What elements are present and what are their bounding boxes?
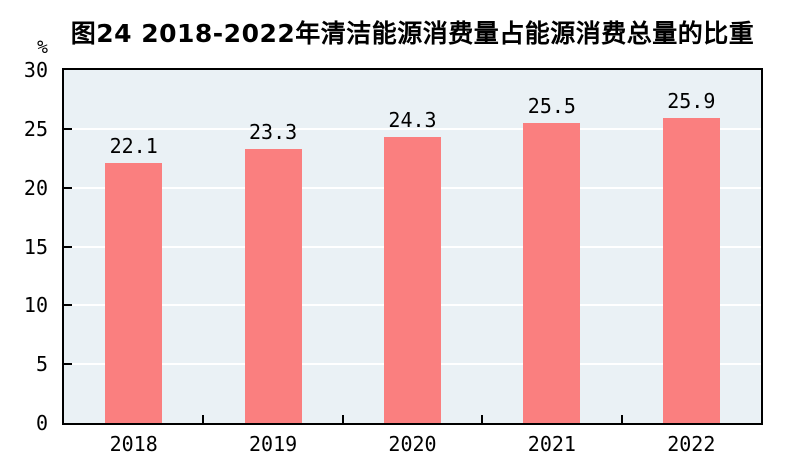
x-axis-label-2020: 2020 bbox=[388, 432, 437, 456]
bar-value-label-2022: 25.9 bbox=[667, 89, 716, 114]
plot-area: 22.1 23.3 24.3 25.5 25.9 bbox=[62, 68, 763, 425]
y-axis-label-20: 20 bbox=[23, 175, 48, 200]
bar-value-label-2019: 23.3 bbox=[249, 119, 298, 144]
y-axis-label-10: 10 bbox=[23, 293, 48, 318]
bar-2020 bbox=[384, 137, 441, 423]
x-tickmark-3 bbox=[481, 415, 484, 423]
gridline-25 bbox=[64, 127, 761, 130]
bar-value-label-2018: 22.1 bbox=[109, 133, 158, 158]
x-tickmark-1 bbox=[202, 415, 205, 423]
x-axis-label-2018: 2018 bbox=[109, 432, 158, 456]
y-axis-label-25: 25 bbox=[23, 116, 48, 141]
bar-2019 bbox=[244, 148, 302, 423]
y-axis-label-5: 5 bbox=[35, 352, 48, 377]
bar-2022 bbox=[662, 118, 720, 423]
y-tickmark-10 bbox=[64, 304, 72, 307]
bar-2021 bbox=[523, 122, 581, 423]
bar-value-label-2021: 25.5 bbox=[527, 93, 576, 118]
x-tickmark-4 bbox=[620, 415, 623, 423]
y-tickmark-20 bbox=[64, 186, 72, 189]
bar-2018 bbox=[105, 162, 163, 423]
x-axis-label-2021: 2021 bbox=[527, 432, 576, 456]
y-axis-label-30: 30 bbox=[23, 58, 48, 82]
y-axis-label-0: 0 bbox=[35, 411, 48, 435]
x-axis-label-2022: 2022 bbox=[667, 432, 716, 456]
chart-title: 图24 2018-2022年清洁能源消费量占能源消费总量的比重 bbox=[70, 19, 755, 48]
y-tickmark-5 bbox=[64, 363, 72, 366]
x-tickmark-2 bbox=[341, 415, 344, 423]
bar-value-label-2020: 24.3 bbox=[388, 108, 437, 133]
y-axis-label-15: 15 bbox=[23, 234, 48, 259]
y-axis-unit-label: % bbox=[37, 37, 48, 58]
x-axis-label-2019: 2019 bbox=[249, 432, 298, 456]
y-tickmark-25 bbox=[64, 127, 72, 130]
y-tickmark-15 bbox=[64, 245, 72, 248]
